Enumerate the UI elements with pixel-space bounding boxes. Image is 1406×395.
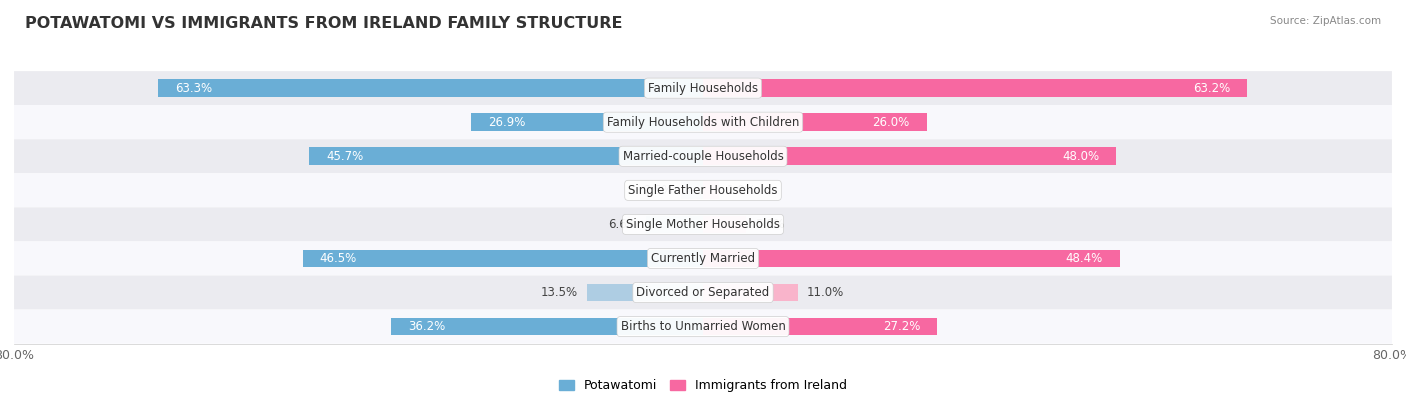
Bar xyxy=(309,147,703,165)
Text: 6.6%: 6.6% xyxy=(607,218,637,231)
Bar xyxy=(157,79,703,97)
Text: 2.5%: 2.5% xyxy=(643,184,673,197)
Text: 63.2%: 63.2% xyxy=(1192,82,1230,95)
Legend: Potawatomi, Immigrants from Ireland: Potawatomi, Immigrants from Ireland xyxy=(554,374,852,395)
Text: Divorced or Separated: Divorced or Separated xyxy=(637,286,769,299)
FancyBboxPatch shape xyxy=(14,71,1392,105)
Bar xyxy=(682,181,703,199)
Bar xyxy=(703,216,747,233)
Text: Single Father Households: Single Father Households xyxy=(628,184,778,197)
Text: Currently Married: Currently Married xyxy=(651,252,755,265)
FancyBboxPatch shape xyxy=(14,139,1392,173)
Bar xyxy=(703,113,927,131)
Bar xyxy=(471,113,703,131)
Text: 63.3%: 63.3% xyxy=(176,82,212,95)
Text: 27.2%: 27.2% xyxy=(883,320,920,333)
Bar xyxy=(703,318,938,335)
Text: 13.5%: 13.5% xyxy=(541,286,578,299)
Bar xyxy=(703,284,797,301)
FancyBboxPatch shape xyxy=(14,276,1392,310)
Text: 45.7%: 45.7% xyxy=(326,150,364,163)
Text: 26.9%: 26.9% xyxy=(488,116,526,129)
Text: 48.0%: 48.0% xyxy=(1062,150,1099,163)
Bar xyxy=(703,147,1116,165)
FancyBboxPatch shape xyxy=(14,105,1392,139)
Bar xyxy=(302,250,703,267)
FancyBboxPatch shape xyxy=(14,310,1392,344)
Text: 5.0%: 5.0% xyxy=(755,218,785,231)
Text: Married-couple Households: Married-couple Households xyxy=(623,150,783,163)
Bar xyxy=(586,284,703,301)
Text: Source: ZipAtlas.com: Source: ZipAtlas.com xyxy=(1270,16,1381,26)
Text: Family Households with Children: Family Households with Children xyxy=(607,116,799,129)
Bar xyxy=(647,216,703,233)
Text: Single Mother Households: Single Mother Households xyxy=(626,218,780,231)
Text: 11.0%: 11.0% xyxy=(807,286,844,299)
Bar xyxy=(703,79,1247,97)
Text: 46.5%: 46.5% xyxy=(319,252,357,265)
FancyBboxPatch shape xyxy=(14,173,1392,207)
Text: 26.0%: 26.0% xyxy=(873,116,910,129)
FancyBboxPatch shape xyxy=(14,207,1392,241)
Text: Births to Unmarried Women: Births to Unmarried Women xyxy=(620,320,786,333)
Bar xyxy=(391,318,703,335)
Text: 1.8%: 1.8% xyxy=(727,184,756,197)
Text: 48.4%: 48.4% xyxy=(1066,252,1102,265)
Bar xyxy=(703,181,718,199)
Text: 36.2%: 36.2% xyxy=(409,320,446,333)
Bar xyxy=(703,250,1119,267)
Text: POTAWATOMI VS IMMIGRANTS FROM IRELAND FAMILY STRUCTURE: POTAWATOMI VS IMMIGRANTS FROM IRELAND FA… xyxy=(25,16,623,31)
FancyBboxPatch shape xyxy=(14,241,1392,276)
Text: Family Households: Family Households xyxy=(648,82,758,95)
